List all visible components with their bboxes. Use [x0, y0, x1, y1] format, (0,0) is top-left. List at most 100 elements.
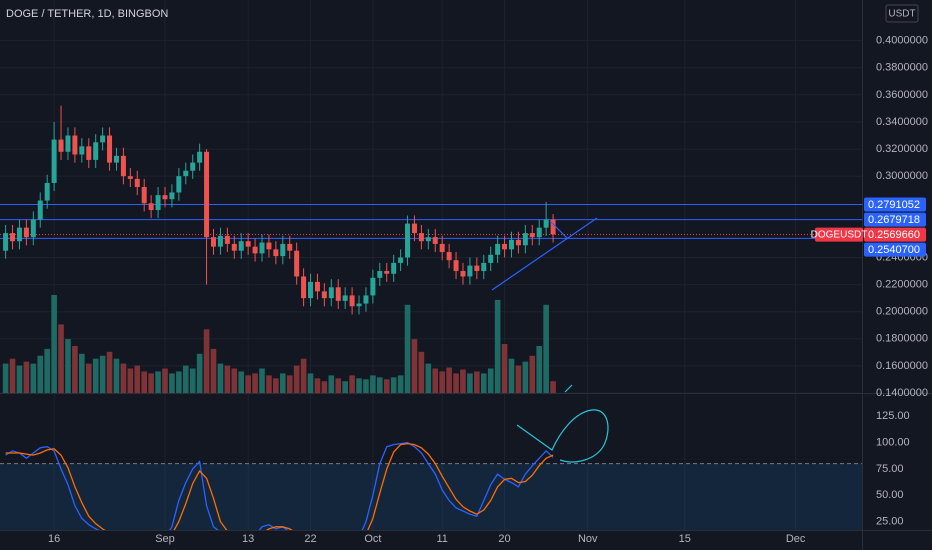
candle-body — [120, 155, 126, 177]
volume-bar — [210, 348, 217, 393]
volume-bar — [155, 371, 161, 393]
volume-bar — [65, 339, 71, 393]
candle-body — [72, 135, 78, 155]
candle-body — [273, 249, 279, 257]
candle-body — [411, 223, 417, 234]
candle-body — [51, 139, 57, 183]
volume-bar — [453, 373, 459, 393]
candle-body — [169, 192, 175, 200]
candle-body — [148, 203, 154, 211]
candle-body — [529, 233, 535, 238]
volume-bar — [550, 381, 556, 393]
y-tick-label: 125.00 — [876, 410, 910, 422]
volume-bar — [300, 358, 307, 393]
volume-bar — [2, 363, 9, 393]
y-tick-label: 0.3600000 — [876, 89, 928, 101]
volume-bar — [321, 381, 328, 393]
volume-bar — [404, 304, 411, 393]
price-label: 0.2569660 — [868, 229, 920, 241]
drawings — [491, 217, 609, 463]
candle-body — [141, 187, 147, 204]
candle-body — [425, 237, 431, 242]
y-tick-label: 0.4000000 — [876, 35, 928, 47]
volume-bar — [238, 371, 245, 393]
candle-body — [314, 281, 320, 292]
y-tick-label: 100.00 — [876, 436, 910, 448]
y-tick-label: 0.2000000 — [876, 306, 928, 318]
volume-bar — [487, 368, 494, 393]
candle-body — [349, 295, 355, 307]
price-label: 0.2540700 — [868, 244, 920, 256]
volume-bar — [280, 373, 286, 393]
candle-body — [398, 257, 404, 263]
x-tick-label: 11 — [436, 533, 447, 545]
volume-bar — [148, 373, 154, 393]
volume-bar — [9, 358, 16, 393]
candle-body — [23, 227, 29, 238]
candle-body — [363, 295, 369, 304]
price-pane — [0, 105, 862, 393]
circle-drawing — [516, 409, 609, 463]
volume-bar — [245, 375, 251, 393]
candle-body — [16, 227, 22, 242]
price-label: 0.2791052 — [868, 199, 920, 211]
candle-body — [550, 219, 556, 235]
volume-bar — [252, 373, 258, 393]
y-tick-label: 0.2200000 — [876, 278, 928, 290]
volume-bar — [474, 371, 480, 393]
candle-body — [65, 135, 71, 152]
volume-bar — [113, 358, 120, 393]
candle-body — [176, 176, 182, 193]
candle-body — [266, 242, 272, 250]
y-tick-label: 0.3000000 — [876, 170, 928, 182]
volume-bar — [501, 344, 508, 393]
volume-bar — [224, 365, 231, 393]
volume-bar — [51, 295, 57, 393]
volume-bar — [383, 379, 390, 393]
candle-body — [446, 252, 452, 261]
candle-body — [134, 178, 140, 188]
candle-body — [308, 281, 314, 299]
candle-body — [460, 271, 466, 277]
candle-body — [370, 277, 376, 296]
volume-bar — [217, 363, 224, 393]
candle-body — [377, 271, 383, 278]
volume-bar — [397, 375, 404, 393]
y-tick-label: 50.00 — [876, 489, 904, 501]
candle-body — [294, 250, 300, 277]
candle-body — [439, 243, 445, 253]
candle-body — [495, 243, 501, 255]
y-tick-label: 0.1400000 — [876, 387, 928, 399]
symbol-label-box — [815, 227, 863, 242]
volume-bar — [176, 371, 182, 393]
candle-body — [418, 233, 424, 242]
volume-bar — [99, 355, 106, 393]
candle-body — [107, 135, 113, 163]
stoch-line — [5, 441, 554, 530]
candle-body — [231, 243, 237, 251]
volume-bar — [259, 368, 265, 393]
x-tick-label: 15 — [679, 533, 691, 545]
volume-bar — [543, 304, 549, 393]
candle-body — [79, 146, 85, 155]
candle-body — [481, 262, 487, 272]
candle-body — [301, 276, 307, 299]
candle-body — [536, 227, 542, 238]
volume-bar — [425, 363, 432, 393]
candle-body — [384, 271, 390, 274]
volume-bar — [418, 351, 425, 393]
candle-body — [391, 262, 397, 274]
currency-badge[interactable] — [885, 4, 919, 23]
candle-body — [93, 142, 99, 160]
volume-bar — [231, 368, 238, 393]
volume-bar — [377, 377, 383, 393]
volume-bar — [44, 348, 50, 393]
volume-bar — [370, 375, 376, 393]
candle-body — [474, 265, 480, 272]
candle-body — [190, 162, 196, 171]
volume-bar — [508, 358, 515, 393]
candle-body — [155, 195, 161, 211]
volume-bar — [189, 368, 196, 393]
candle-body — [453, 260, 459, 272]
